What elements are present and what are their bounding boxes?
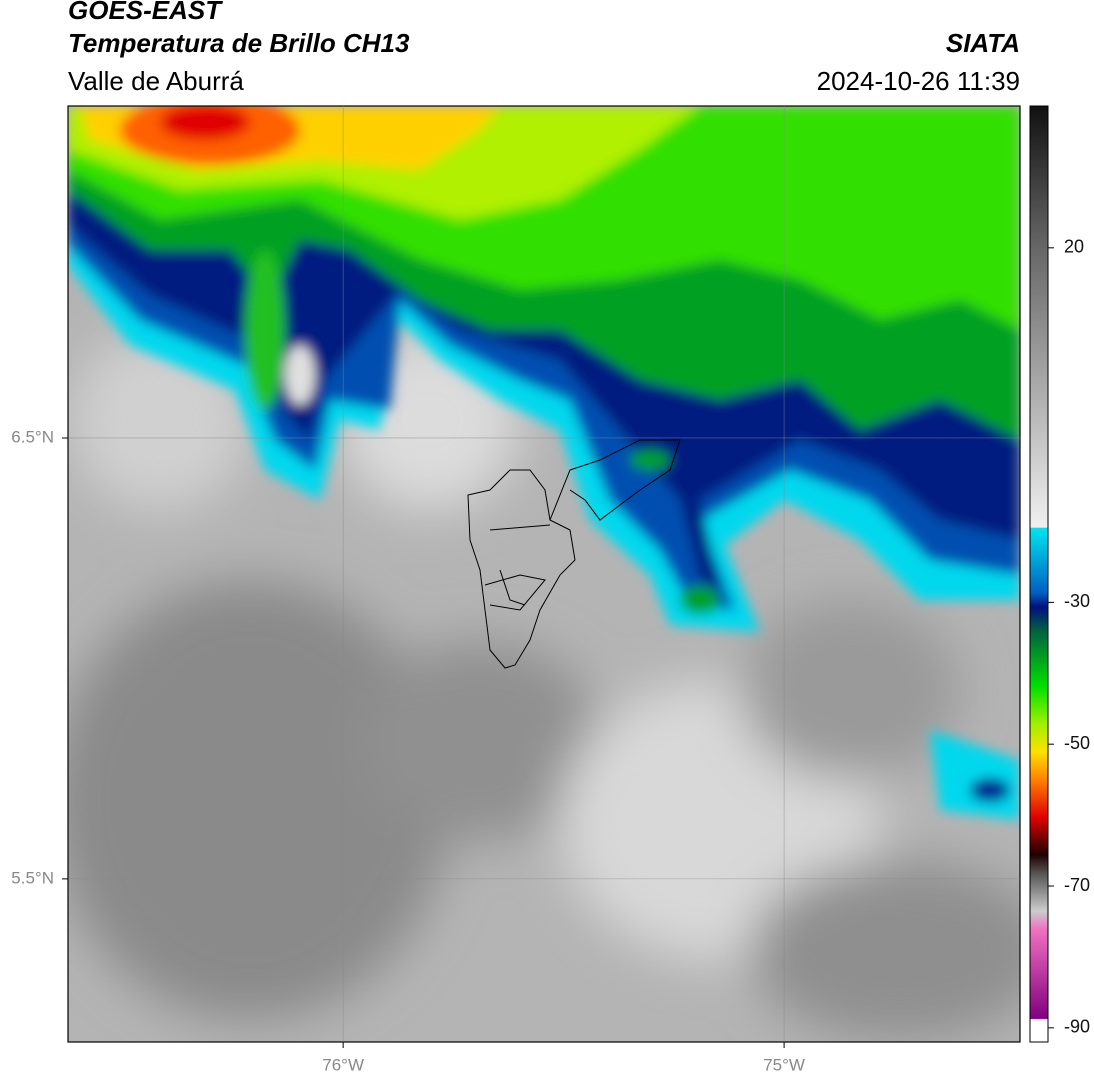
y-tick-label: 6.5°N: [11, 427, 54, 446]
y-tick-label: 5.5°N: [11, 868, 54, 887]
map-frame: [67, 105, 1021, 1043]
datetime: 2024-10-26 11:39: [817, 66, 1020, 96]
title: GOES-EAST: [68, 0, 223, 25]
colorbar: [1029, 105, 1049, 1043]
x-tick-label: 76°W: [322, 1055, 364, 1074]
satellite-image: [68, 106, 1020, 1042]
source: SIATA: [946, 28, 1020, 58]
colorbar-tick-label: 20: [1064, 237, 1084, 257]
region: Valle de Aburrá: [68, 66, 244, 96]
subtitle: Temperatura de Brillo CH13: [68, 28, 410, 58]
colorbar-tick-label: -70: [1064, 875, 1090, 895]
colorbar-tick-label: -90: [1064, 1017, 1090, 1037]
colorbar-tick-label: -50: [1064, 733, 1090, 753]
colorbar-tick-label: -30: [1064, 591, 1090, 611]
x-tick-label: 75°W: [763, 1055, 805, 1074]
